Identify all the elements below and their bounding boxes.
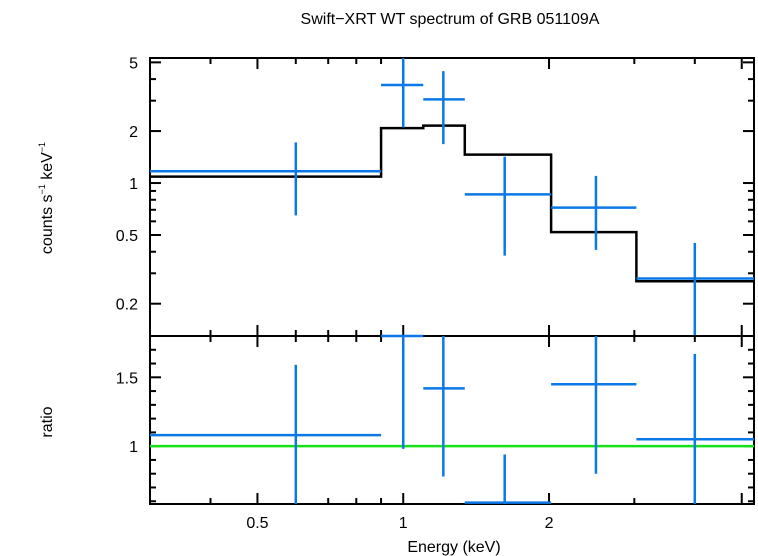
- y-axis-label-spectrum: counts s−1 keV−1: [37, 142, 56, 254]
- x-tick-label: 2: [545, 515, 554, 532]
- data-point: [423, 71, 465, 145]
- y-axis-label-ratio: ratio: [39, 406, 56, 437]
- plot-frame: [149, 335, 755, 505]
- data-point: [636, 353, 754, 504]
- y-axis-label-sup2: −1: [37, 142, 47, 152]
- data-point: [551, 175, 637, 250]
- model-step-line: [150, 124, 754, 283]
- y-axis-label-mid: keV: [39, 152, 56, 184]
- y-tick-label: 5: [129, 55, 138, 72]
- x-tick-label: 0.5: [246, 515, 268, 532]
- data-point: [423, 336, 465, 477]
- data-point: [636, 242, 754, 336]
- y-axis-label-sup1: −1: [37, 184, 47, 194]
- data-point: [150, 142, 382, 216]
- spectrum-panel: 5 2 1 0.5 0.2: [116, 55, 755, 337]
- y-tick-label: 1: [129, 176, 138, 193]
- y-tick-label: 1.5: [116, 370, 138, 387]
- data-point: [150, 364, 382, 504]
- data-point: [464, 454, 552, 504]
- data-point: [464, 156, 552, 256]
- ratio-panel: 1.5 1 0.5 1 2: [116, 334, 755, 532]
- data-point: [551, 336, 637, 474]
- chart-title: Swift−XRT WT spectrum of GRB 051109A: [301, 11, 600, 28]
- data-point: [381, 334, 424, 449]
- y-axis-label-main: counts s: [39, 194, 56, 254]
- y-tick-label: 0.2: [116, 297, 138, 314]
- data-point: [381, 58, 424, 128]
- x-axis-label: Energy (keV): [407, 539, 500, 556]
- y-tick-label: 1: [129, 439, 138, 456]
- x-tick-label: 1: [399, 515, 408, 532]
- y-tick-label: 0.5: [116, 228, 138, 245]
- y-tick-label: 2: [129, 124, 138, 141]
